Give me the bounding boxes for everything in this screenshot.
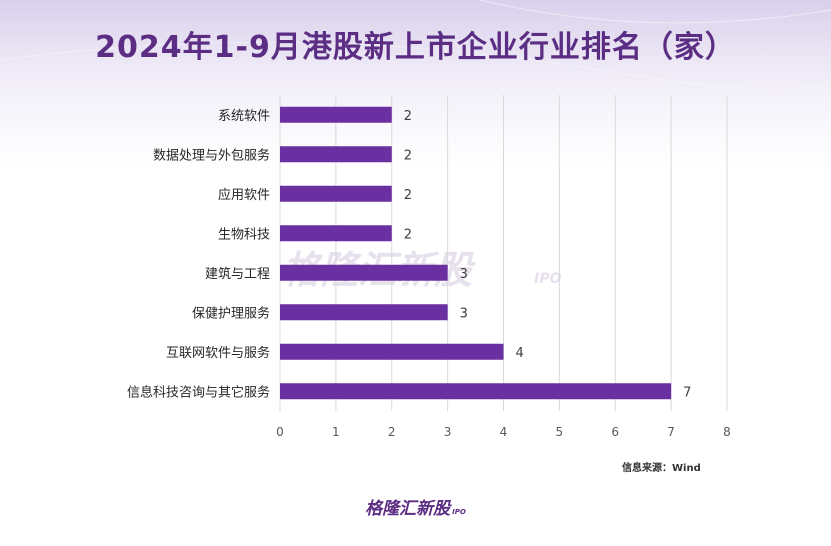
- category-label: 保健护理服务: [192, 305, 270, 321]
- x-tick-label: 0: [276, 425, 284, 439]
- footer-logo: 格隆汇新股 IPO: [0, 494, 831, 519]
- bar: [280, 383, 672, 400]
- category-label: 应用软件: [218, 187, 270, 203]
- x-axis-ticks: 0 1 2 3 4 5 6 7 8: [276, 425, 731, 439]
- x-tick-label: 8: [723, 425, 731, 439]
- data-label: 2: [404, 148, 412, 163]
- x-tick-label: 6: [611, 425, 619, 439]
- footer-logo-text: 格隆汇新股: [365, 499, 451, 519]
- data-label: 2: [404, 188, 412, 203]
- data-label: 4: [516, 346, 524, 361]
- category-label: 信息科技咨询与其它服务: [127, 384, 270, 400]
- x-tick-label: 5: [556, 425, 564, 439]
- data-label: 3: [460, 306, 468, 321]
- x-tick-label: 4: [500, 425, 508, 439]
- x-tick-label: 3: [444, 425, 452, 439]
- data-label: 3: [460, 267, 468, 282]
- source-note: 信息来源：Wind: [622, 463, 701, 474]
- bar: [280, 343, 504, 360]
- bar: [280, 185, 392, 202]
- category-label: 数据处理与外包服务: [153, 147, 270, 163]
- x-tick-label: 7: [667, 425, 675, 439]
- chart-title: 2024年1-9月港股新上市企业行业排名（家）: [95, 30, 736, 65]
- data-label: 2: [404, 109, 412, 124]
- category-label: 生物科技: [218, 227, 270, 242]
- bar: [280, 146, 392, 163]
- category-label: 建筑与工程: [205, 266, 270, 282]
- watermark-sub: IPO: [534, 271, 561, 287]
- data-label: 7: [683, 385, 691, 400]
- category-labels: 系统软件数据处理与外包服务应用软件生物科技建筑与工程保健护理服务互联网软件与服务…: [127, 109, 270, 401]
- data-labels: 2 2 2 2 3 3 4 7: [404, 109, 692, 401]
- data-label: 2: [404, 227, 412, 242]
- x-tick-label: 2: [388, 425, 396, 439]
- category-label: 互联网软件与服务: [166, 345, 270, 361]
- bar: [280, 225, 392, 242]
- bar: [280, 304, 448, 321]
- bar: [280, 264, 448, 281]
- category-label: 系统软件: [218, 109, 270, 124]
- bar: [280, 106, 392, 123]
- footer-logo-sub: IPO: [452, 508, 466, 516]
- x-tick-label: 1: [332, 425, 340, 439]
- bars: [280, 106, 672, 400]
